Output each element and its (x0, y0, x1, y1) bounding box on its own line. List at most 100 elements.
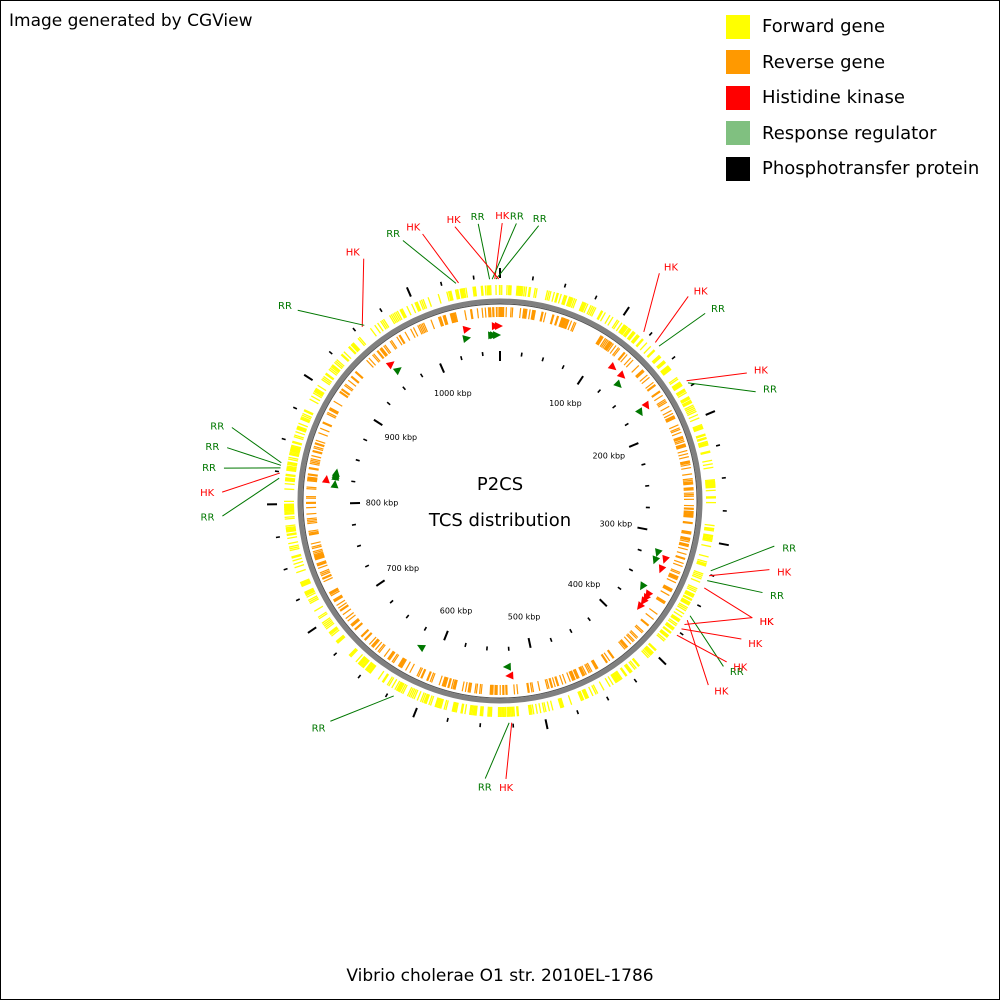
forward-gene-mark (664, 623, 674, 631)
reverse-gene-mark (373, 353, 381, 362)
forward-gene-mark (402, 684, 408, 695)
reverse-gene-mark (354, 370, 364, 380)
forward-gene-mark (306, 592, 316, 598)
forward-gene-mark (687, 585, 697, 592)
inner-minor-tick (364, 564, 370, 568)
forward-gene-mark (679, 396, 690, 403)
reverse-gene-mark (563, 318, 568, 329)
reverse-gene-mark (680, 535, 691, 540)
forward-gene-mark (659, 629, 669, 639)
forward-gene-mark (589, 306, 595, 316)
reverse-gene-mark (683, 481, 694, 484)
outer-minor-tick (671, 355, 676, 360)
forward-gene-mark (386, 676, 393, 686)
reverse-gene-mark (399, 658, 407, 668)
forward-gene-mark (419, 692, 425, 703)
feature-label: HK (714, 686, 729, 697)
forward-gene-mark (667, 619, 677, 627)
outer-minor-tick (679, 631, 684, 636)
reverse-gene-mark (639, 374, 648, 382)
reverse-gene-mark (625, 359, 634, 368)
forward-gene-mark (646, 349, 656, 358)
outer-minor-tick (594, 295, 598, 300)
outer-minor-tick (357, 674, 362, 679)
forward-gene-mark (321, 617, 331, 624)
reverse-gene-mark (676, 444, 687, 450)
forward-gene-mark (692, 423, 703, 429)
forward-gene-mark (453, 702, 458, 713)
forward-gene-mark (358, 336, 367, 346)
forward-gene-mark (529, 704, 533, 715)
legend-item-forward-gene: Forward gene (726, 9, 979, 45)
forward-gene-mark (702, 538, 713, 543)
reverse-gene-mark (416, 667, 422, 677)
forward-gene-mark (358, 657, 368, 667)
forward-gene-mark (577, 691, 583, 702)
forward-gene-mark (665, 621, 675, 630)
forward-gene-mark (446, 291, 450, 302)
forward-gene-mark (437, 698, 443, 709)
forward-gene-mark (672, 382, 682, 390)
forward-gene-mark (549, 700, 554, 711)
reverse-gene-mark (329, 407, 340, 414)
backbone-ring (297, 298, 703, 704)
forward-gene-mark (350, 649, 359, 658)
forward-gene-mark (569, 297, 574, 308)
forward-gene-mark (296, 425, 308, 432)
legend-item-phosphotransfer-protein: Phosphotransfer protein (726, 151, 979, 187)
reverse-gene-mark (398, 334, 406, 345)
forward-gene-mark (421, 692, 427, 703)
forward-gene-mark (388, 315, 396, 325)
reverse-gene-mark (315, 439, 326, 444)
feature-label: RR (210, 421, 224, 432)
reverse-gene-mark (371, 354, 380, 363)
forward-gene-mark (343, 351, 352, 360)
forward-gene-mark (289, 449, 301, 454)
reverse-gene-mark (318, 432, 329, 437)
reverse-gene-mark (430, 672, 436, 683)
legend-label: Reverse gene (762, 51, 886, 73)
reverse-gene-mark (542, 312, 547, 323)
reverse-gene-mark (307, 480, 318, 483)
forward-gene-mark (340, 353, 350, 363)
forward-gene-mark (703, 528, 715, 532)
outer-minor-tick (328, 350, 333, 355)
forward-gene-mark (293, 560, 304, 565)
reverse-gene-mark (438, 316, 445, 327)
reverse-gene-mark (625, 634, 634, 643)
legend: Forward gene Reverse gene Histidine kina… (726, 9, 979, 187)
reverse-gene-mark (646, 383, 657, 392)
inner-major-tick (443, 630, 449, 641)
forward-gene-mark (285, 528, 297, 533)
reverse-gene-mark (417, 325, 423, 335)
forward-gene-mark (401, 308, 408, 318)
forward-gene-mark (705, 483, 716, 487)
forward-gene-mark (400, 683, 407, 694)
reverse-gene-mark (443, 314, 449, 326)
feature-callout-line (710, 545, 775, 572)
reverse-gene-mark (586, 662, 593, 673)
forward-gene-mark (396, 310, 403, 321)
outer-minor-tick (292, 406, 298, 410)
reverse-gene-mark (673, 559, 684, 565)
histidine-kinase-marker (385, 361, 395, 370)
inner-minor-tick (637, 548, 642, 552)
legend-swatch-forward-gene (726, 14, 750, 39)
reverse-gene-mark (444, 677, 449, 688)
forward-gene-mark (284, 510, 295, 513)
forward-gene-mark (348, 647, 358, 657)
reverse-gene-mark (452, 312, 458, 323)
forward-gene-mark (677, 605, 687, 612)
forward-gene-mark (678, 602, 689, 609)
reverse-gene-mark (623, 636, 632, 645)
reverse-gene-mark (380, 347, 389, 357)
reverse-gene-mark (662, 409, 672, 416)
forward-gene-mark (519, 285, 523, 297)
reverse-gene-mark (323, 577, 333, 583)
forward-gene-mark (631, 657, 641, 667)
forward-gene-mark (440, 698, 445, 709)
outer-major-tick (622, 306, 630, 316)
forward-gene-mark (298, 422, 309, 428)
forward-gene-mark (396, 681, 404, 692)
forward-gene-mark (533, 287, 536, 298)
